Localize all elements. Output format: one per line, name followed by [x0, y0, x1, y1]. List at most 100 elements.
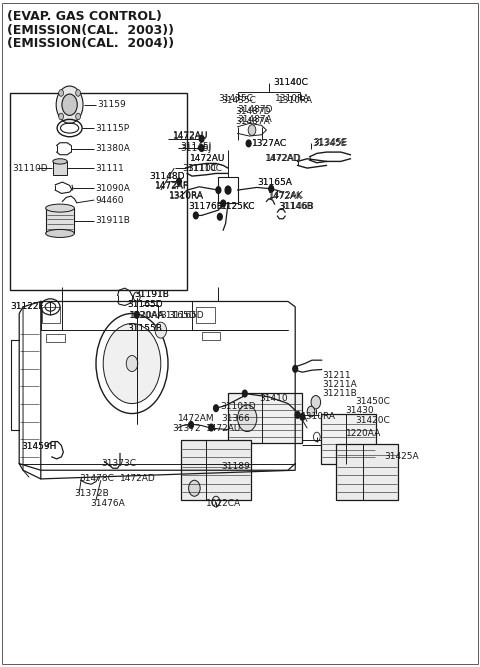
- Text: 31425A: 31425A: [384, 452, 419, 462]
- Text: 31191B: 31191B: [134, 290, 169, 299]
- Text: 31148D: 31148D: [149, 171, 184, 181]
- Circle shape: [199, 145, 204, 151]
- Text: 31115P: 31115P: [95, 123, 129, 133]
- Text: 31122F: 31122F: [11, 302, 44, 311]
- Text: 1310RA: 1310RA: [278, 95, 313, 105]
- Text: 1220AA: 1220AA: [130, 311, 165, 320]
- Circle shape: [62, 94, 77, 115]
- Text: 31146B: 31146B: [279, 202, 314, 211]
- Text: 31911B: 31911B: [95, 216, 130, 225]
- Circle shape: [221, 200, 226, 207]
- Text: 1472AU: 1472AU: [173, 131, 208, 140]
- Text: 31110C: 31110C: [187, 163, 222, 173]
- Bar: [336, 444, 398, 500]
- Text: 31191B: 31191B: [134, 290, 169, 299]
- Text: 31373C: 31373C: [102, 459, 137, 468]
- Text: 31487D: 31487D: [235, 107, 271, 116]
- Text: 31450C: 31450C: [355, 397, 390, 406]
- Bar: [53, 161, 67, 175]
- Circle shape: [76, 113, 81, 120]
- Circle shape: [269, 185, 274, 192]
- Text: 1472AF: 1472AF: [155, 182, 189, 191]
- Text: 31420C: 31420C: [355, 416, 390, 425]
- Bar: [196, 307, 215, 323]
- Text: 31155B: 31155B: [128, 323, 163, 333]
- Ellipse shape: [46, 204, 74, 212]
- Text: 31345E: 31345E: [313, 138, 348, 147]
- Circle shape: [59, 89, 63, 96]
- Circle shape: [293, 366, 298, 372]
- Text: 31159: 31159: [97, 100, 126, 109]
- Text: 31145J: 31145J: [180, 142, 211, 151]
- Bar: [202, 332, 220, 340]
- Circle shape: [295, 412, 300, 418]
- Text: 31155B: 31155B: [128, 323, 163, 333]
- Text: 31176B: 31176B: [189, 202, 224, 211]
- Text: 31478C: 31478C: [79, 474, 114, 483]
- Text: 1310RA: 1310RA: [275, 94, 310, 103]
- Text: (EMISSION(CAL.  2003)): (EMISSION(CAL. 2003)): [7, 23, 174, 37]
- Text: 31435C: 31435C: [218, 94, 253, 103]
- Bar: [321, 414, 376, 464]
- Text: 31372: 31372: [172, 424, 201, 434]
- Bar: [46, 208, 74, 233]
- Circle shape: [177, 178, 181, 185]
- Text: 1220AA: 1220AA: [346, 429, 381, 438]
- Circle shape: [189, 480, 200, 496]
- Circle shape: [193, 212, 198, 219]
- Text: 31372B: 31372B: [74, 489, 109, 498]
- Bar: [181, 440, 251, 500]
- Text: 1472AF: 1472AF: [155, 181, 189, 190]
- Circle shape: [134, 311, 139, 318]
- Text: 1472AD: 1472AD: [120, 474, 156, 483]
- Text: 31090A: 31090A: [95, 183, 130, 193]
- Text: 31487A: 31487A: [238, 115, 272, 124]
- Circle shape: [155, 322, 167, 338]
- Circle shape: [307, 406, 315, 417]
- Text: 94460: 94460: [95, 195, 123, 205]
- Text: 31211: 31211: [323, 371, 351, 380]
- Text: 1310RA: 1310RA: [300, 412, 336, 422]
- Circle shape: [217, 213, 222, 220]
- Text: 31459H: 31459H: [22, 442, 57, 452]
- Text: 31345E: 31345E: [312, 139, 346, 148]
- Text: 1472AD: 1472AD: [266, 154, 302, 163]
- Circle shape: [189, 422, 193, 428]
- Circle shape: [76, 89, 81, 96]
- Bar: [42, 307, 60, 323]
- Text: 1472AU: 1472AU: [173, 131, 208, 141]
- Text: 1022CA: 1022CA: [206, 499, 241, 508]
- Text: 1310RA: 1310RA: [169, 191, 204, 201]
- Circle shape: [225, 186, 231, 194]
- Bar: [228, 393, 302, 443]
- Text: (EMISSION(CAL.  2004)): (EMISSION(CAL. 2004)): [7, 37, 174, 50]
- Text: 31165D: 31165D: [160, 311, 195, 320]
- Ellipse shape: [53, 159, 67, 164]
- Text: 31410: 31410: [259, 394, 288, 403]
- Text: 1125KC: 1125KC: [221, 202, 255, 211]
- Circle shape: [214, 405, 218, 412]
- Text: (EVAP. GAS CONTROL): (EVAP. GAS CONTROL): [7, 10, 162, 23]
- Text: 1472AU: 1472AU: [206, 424, 242, 434]
- Text: 31146B: 31146B: [278, 202, 313, 211]
- Text: 31165A: 31165A: [257, 178, 292, 187]
- Text: 31211A: 31211A: [323, 380, 357, 389]
- Text: 1327AC: 1327AC: [252, 139, 287, 148]
- Text: 1125KC: 1125KC: [221, 202, 255, 211]
- Text: 31122F: 31122F: [11, 302, 44, 311]
- Text: 1472AU: 1472AU: [190, 153, 225, 163]
- Circle shape: [126, 356, 138, 372]
- Circle shape: [248, 125, 256, 135]
- Circle shape: [56, 86, 83, 123]
- Text: 31366: 31366: [221, 414, 250, 423]
- Text: 31487A: 31487A: [235, 117, 270, 126]
- Text: 31435C: 31435C: [221, 95, 256, 105]
- Circle shape: [300, 414, 305, 420]
- Text: 31165D: 31165D: [128, 300, 163, 309]
- Text: 31176B: 31176B: [189, 202, 224, 211]
- Text: 31145J: 31145J: [180, 143, 211, 153]
- Text: 1472AD: 1472AD: [265, 153, 301, 163]
- Bar: [46, 334, 65, 342]
- Text: 1472AM: 1472AM: [178, 414, 214, 423]
- Text: 31380A: 31380A: [95, 144, 130, 153]
